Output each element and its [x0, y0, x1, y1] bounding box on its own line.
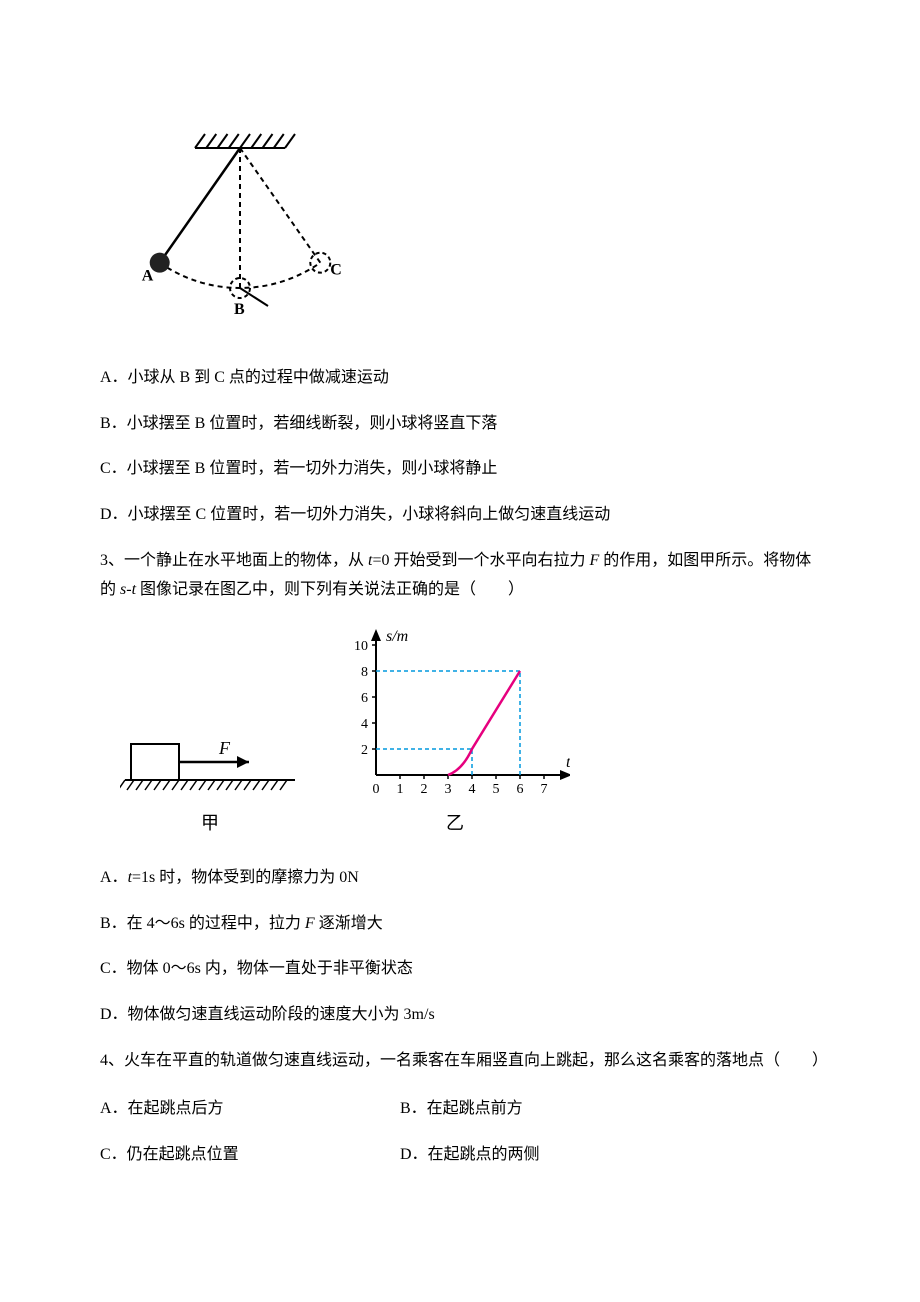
svg-text:6: 6	[517, 782, 524, 797]
q4-option-a: A．在起跳点后方	[100, 1096, 400, 1122]
svg-text:t/s: t/s	[566, 754, 570, 771]
q4-option-b: B．在起跳点前方	[400, 1096, 700, 1122]
q3-pre: 3、一个静止在水平地面上的物体，从	[100, 552, 368, 569]
q2-option-a: A．小球从 B 到 C 点的过程中做减速运动	[100, 365, 820, 391]
svg-text:F: F	[218, 738, 231, 758]
q3b-F: F	[305, 915, 315, 932]
pendulum-figure: A B C	[130, 120, 820, 335]
q3-F: F	[590, 552, 600, 569]
q2-option-c: C．小球摆至 B 位置时，若一切外力消失，则小球将静止	[100, 456, 820, 482]
q4-option-d: D．在起跳点的两侧	[400, 1142, 700, 1168]
q3-text: 3、一个静止在水平地面上的物体，从 t=0 开始受到一个水平向右拉力 F 的作用…	[100, 547, 820, 605]
q2-option-b: B．小球摆至 B 位置时，若细线断裂，则小球将竖直下落	[100, 411, 820, 437]
fig-right-svg: 2 4 6 8 10 0 1 2 3 4 5 6 7 s/m t/s	[340, 625, 570, 800]
q2-option-d: D．小球摆至 C 位置时，若一切外力消失，小球将斜向上做匀速直线运动	[100, 502, 820, 528]
q3a-pre: A．	[100, 869, 128, 886]
svg-text:4: 4	[361, 717, 368, 732]
fig-left-wrap: F 甲	[120, 700, 300, 835]
svg-text:4: 4	[469, 782, 476, 797]
q3-option-c: C．物体 0～6s 内，物体一直处于非平衡状态	[100, 956, 820, 982]
q3-mid1: =0 开始受到一个水平向右拉力	[372, 552, 589, 569]
svg-text:10: 10	[354, 639, 368, 654]
q3-option-b: B．在 4～6s 的过程中，拉力 F 逐渐增大	[100, 911, 820, 937]
svg-text:1: 1	[397, 782, 404, 797]
pendulum-svg: A B C	[130, 120, 350, 330]
q4-option-c: C．仍在起跳点位置	[100, 1142, 400, 1168]
fig-right-wrap: 2 4 6 8 10 0 1 2 3 4 5 6 7 s/m t/s 乙	[340, 625, 570, 835]
q3-option-d: D．物体做匀速直线运动阶段的速度大小为 3m/s	[100, 1002, 820, 1028]
svg-text:2: 2	[421, 782, 428, 797]
svg-text:A: A	[142, 268, 154, 285]
q3-post: 图像记录在图乙中，则下列有关说法正确的是（ ）	[136, 581, 524, 598]
q3-option-a: A．t=1s 时，物体受到的摩擦力为 0N	[100, 865, 820, 891]
svg-text:C: C	[330, 262, 342, 279]
svg-text:s/m: s/m	[386, 628, 408, 645]
svg-text:B: B	[234, 301, 245, 318]
fig-right-label: 乙	[340, 809, 570, 835]
svg-text:0: 0	[373, 782, 380, 797]
svg-text:6: 6	[361, 691, 368, 706]
svg-text:7: 7	[541, 782, 548, 797]
q4-row1: A．在起跳点后方 B．在起跳点前方	[100, 1096, 820, 1122]
svg-text:2: 2	[361, 743, 368, 758]
q3b-pre: B．在 4～6s 的过程中，拉力	[100, 915, 305, 932]
q3-st: s-t	[120, 581, 136, 598]
figures-row: F 甲 2 4 6 8 10 0 1 2 3 4 5 6 7 s/m t/s 乙	[120, 625, 820, 835]
svg-text:5: 5	[493, 782, 500, 797]
q4-row2: C．仍在起跳点位置 D．在起跳点的两侧	[100, 1142, 820, 1168]
q3a-post: =1s 时，物体受到的摩擦力为 0N	[132, 869, 359, 886]
q3b-post: 逐渐增大	[315, 915, 383, 932]
fig-left-svg: F	[120, 700, 300, 800]
svg-text:3: 3	[445, 782, 452, 797]
fig-left-label: 甲	[120, 809, 300, 835]
q4-text: 4、火车在平直的轨道做匀速直线运动，一名乘客在车厢竖直向上跳起，那么这名乘客的落…	[100, 1047, 820, 1076]
svg-text:8: 8	[361, 665, 368, 680]
